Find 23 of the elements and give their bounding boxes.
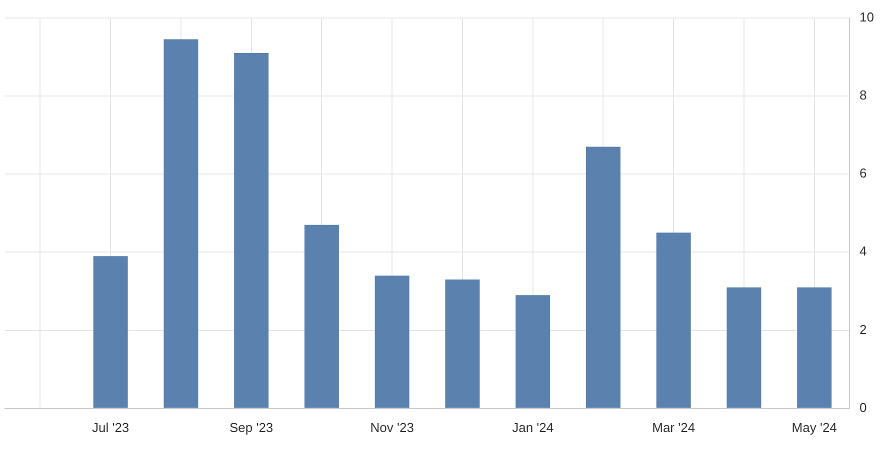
y-tick-label: 8 (860, 88, 867, 102)
x-tick-label: Jan '24 (512, 420, 554, 435)
bar (516, 295, 550, 408)
y-tick-label: 10 (860, 9, 874, 24)
bar (93, 256, 128, 408)
bar (797, 287, 832, 408)
bar (726, 287, 762, 408)
x-tick-label: Jul '23 (92, 420, 130, 435)
bar (234, 52, 269, 408)
bar (586, 146, 620, 408)
bar (164, 39, 198, 408)
y-tick-label: 6 (860, 166, 867, 181)
bar (374, 276, 410, 408)
bar (445, 280, 480, 408)
x-tick-label: Mar '24 (652, 420, 696, 435)
y-tick-label: 0 (860, 400, 867, 415)
bar (304, 224, 339, 408)
x-tick-label: Nov '23 (370, 420, 414, 435)
y-tick-label: 4 (860, 244, 867, 259)
x-tick-label: May '24 (792, 420, 837, 435)
y-tick-label: 2 (860, 322, 867, 337)
x-tick-label: Sep '23 (229, 420, 274, 435)
bar (656, 232, 691, 408)
